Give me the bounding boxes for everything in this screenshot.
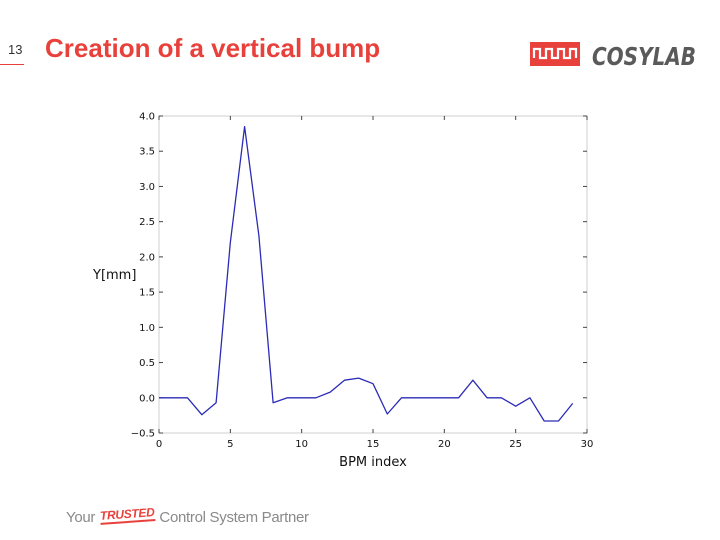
y-tick-label: 1.0 (139, 323, 155, 334)
footer-trusted: TRUSTED (99, 505, 156, 525)
x-tick-label: 30 (581, 439, 594, 450)
slide-title: Creation of a vertical bump (45, 33, 381, 63)
cosylab-logo: COSYLAB (530, 42, 696, 70)
y-axis-label: Y[mm] (92, 268, 136, 283)
footer-suffix: Control System Partner (155, 509, 309, 526)
x-tick-label: 5 (227, 439, 233, 450)
y-tick-label: 4.0 (139, 112, 155, 123)
y-tick-label: 3.0 (139, 182, 155, 193)
series-line (159, 125, 574, 422)
logo-wordmark: COSYLAB (592, 42, 696, 70)
y-tick-label: 3.5 (139, 147, 155, 158)
logo-badge (530, 42, 580, 66)
x-tick-label: 10 (295, 439, 308, 450)
plot-frame (158, 115, 588, 434)
footer-prefix: Your (66, 509, 99, 526)
slide-number-underline (0, 64, 24, 65)
x-tick-label: 0 (156, 439, 162, 450)
y-tick-label: 0.5 (139, 358, 155, 369)
footer-tagline: Your TRUSTED Control System Partner (66, 505, 309, 527)
x-tick-label: 20 (438, 439, 451, 450)
x-axis: 0 5 10 15 20 25 30 (156, 116, 594, 450)
x-axis-label: BPM index (339, 455, 407, 470)
x-tick-label: 25 (509, 439, 522, 450)
pulse-train-icon (532, 47, 578, 60)
y-axis: 4.0 3.5 3.0 2.5 2.0 1.5 1.0 0.5 0.0 −0.5 (131, 112, 587, 440)
y-tick-label: −0.5 (131, 429, 155, 440)
y-tick-label: 2.5 (139, 217, 155, 228)
slide-number: 13 (8, 42, 23, 57)
y-tick-label: 1.5 (139, 288, 155, 299)
x-tick-label: 15 (367, 439, 380, 450)
y-tick-label: 2.0 (139, 252, 155, 263)
y-tick-label: 0.0 (139, 393, 155, 404)
